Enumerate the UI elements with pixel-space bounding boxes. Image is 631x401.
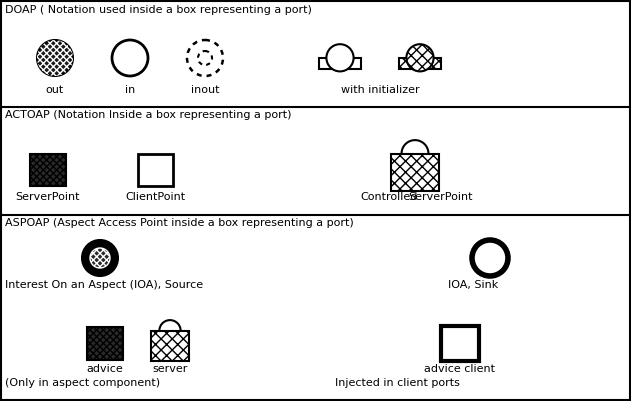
Circle shape <box>37 40 73 76</box>
Text: in: in <box>125 85 135 95</box>
Circle shape <box>406 44 433 71</box>
Text: ASPOAP (Aspect Access Point inside a box representing a port): ASPOAP (Aspect Access Point inside a box… <box>5 218 354 228</box>
Text: (Only in aspect component): (Only in aspect component) <box>5 378 160 388</box>
Text: advice: advice <box>86 364 124 374</box>
Text: ACTOAP (Notation Inside a box representing a port): ACTOAP (Notation Inside a box representi… <box>5 110 292 120</box>
Text: with initializer: with initializer <box>341 85 420 95</box>
Text: Interest On an Aspect (IOA), Source: Interest On an Aspect (IOA), Source <box>5 280 203 290</box>
Bar <box>399 58 441 69</box>
Text: IOA, Sink: IOA, Sink <box>448 280 498 290</box>
Circle shape <box>112 40 148 76</box>
Bar <box>30 154 66 186</box>
Circle shape <box>198 51 212 65</box>
Bar <box>441 326 479 360</box>
Bar <box>151 331 189 361</box>
Bar <box>138 154 172 186</box>
Bar <box>319 58 361 69</box>
Circle shape <box>82 240 118 276</box>
Text: inout: inout <box>191 85 219 95</box>
Text: server: server <box>152 364 187 374</box>
Text: advice client: advice client <box>425 364 495 374</box>
Text: Injected in client ports: Injected in client ports <box>335 378 460 388</box>
Text: ServerPoint: ServerPoint <box>16 192 80 202</box>
Text: DOAP ( Notation used inside a box representing a port): DOAP ( Notation used inside a box repres… <box>5 5 312 15</box>
Text: ServerPoint: ServerPoint <box>408 192 473 202</box>
Circle shape <box>326 44 353 71</box>
Circle shape <box>90 248 110 268</box>
Circle shape <box>187 40 223 76</box>
Text: Controlled: Controlled <box>360 192 417 202</box>
Bar <box>391 154 439 191</box>
Text: out: out <box>46 85 64 95</box>
Circle shape <box>472 240 508 276</box>
Text: ClientPoint: ClientPoint <box>125 192 185 202</box>
Bar <box>87 326 123 360</box>
